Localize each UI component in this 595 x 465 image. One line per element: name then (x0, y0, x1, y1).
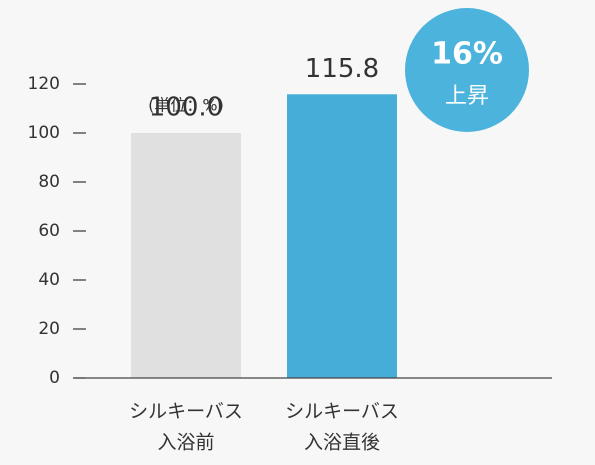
y-tick-label: 20 (38, 319, 60, 339)
badge-label: 上昇 (445, 84, 489, 109)
x-tick-label: シルキーバス (129, 401, 243, 423)
y-tick-label: 40 (38, 270, 60, 290)
badge-text: 16% (431, 37, 503, 72)
value-label: 115.8 (305, 54, 379, 84)
unit-note: (単位：%) (148, 96, 224, 115)
y-tick-label: 120 (28, 74, 60, 94)
bar (131, 133, 241, 378)
x-tick-label: 入浴直後 (304, 432, 380, 454)
y-tick-label: 0 (49, 368, 60, 388)
badge (405, 8, 529, 132)
x-tick-label: シルキーバス (285, 401, 399, 423)
y-tick-label: 80 (38, 172, 60, 192)
bar (287, 94, 397, 378)
x-tick-label: 入浴前 (157, 432, 214, 454)
y-tick-label: 60 (38, 221, 60, 241)
value-label: 100.0 (149, 93, 223, 123)
y-tick-label: 100 (28, 123, 60, 143)
